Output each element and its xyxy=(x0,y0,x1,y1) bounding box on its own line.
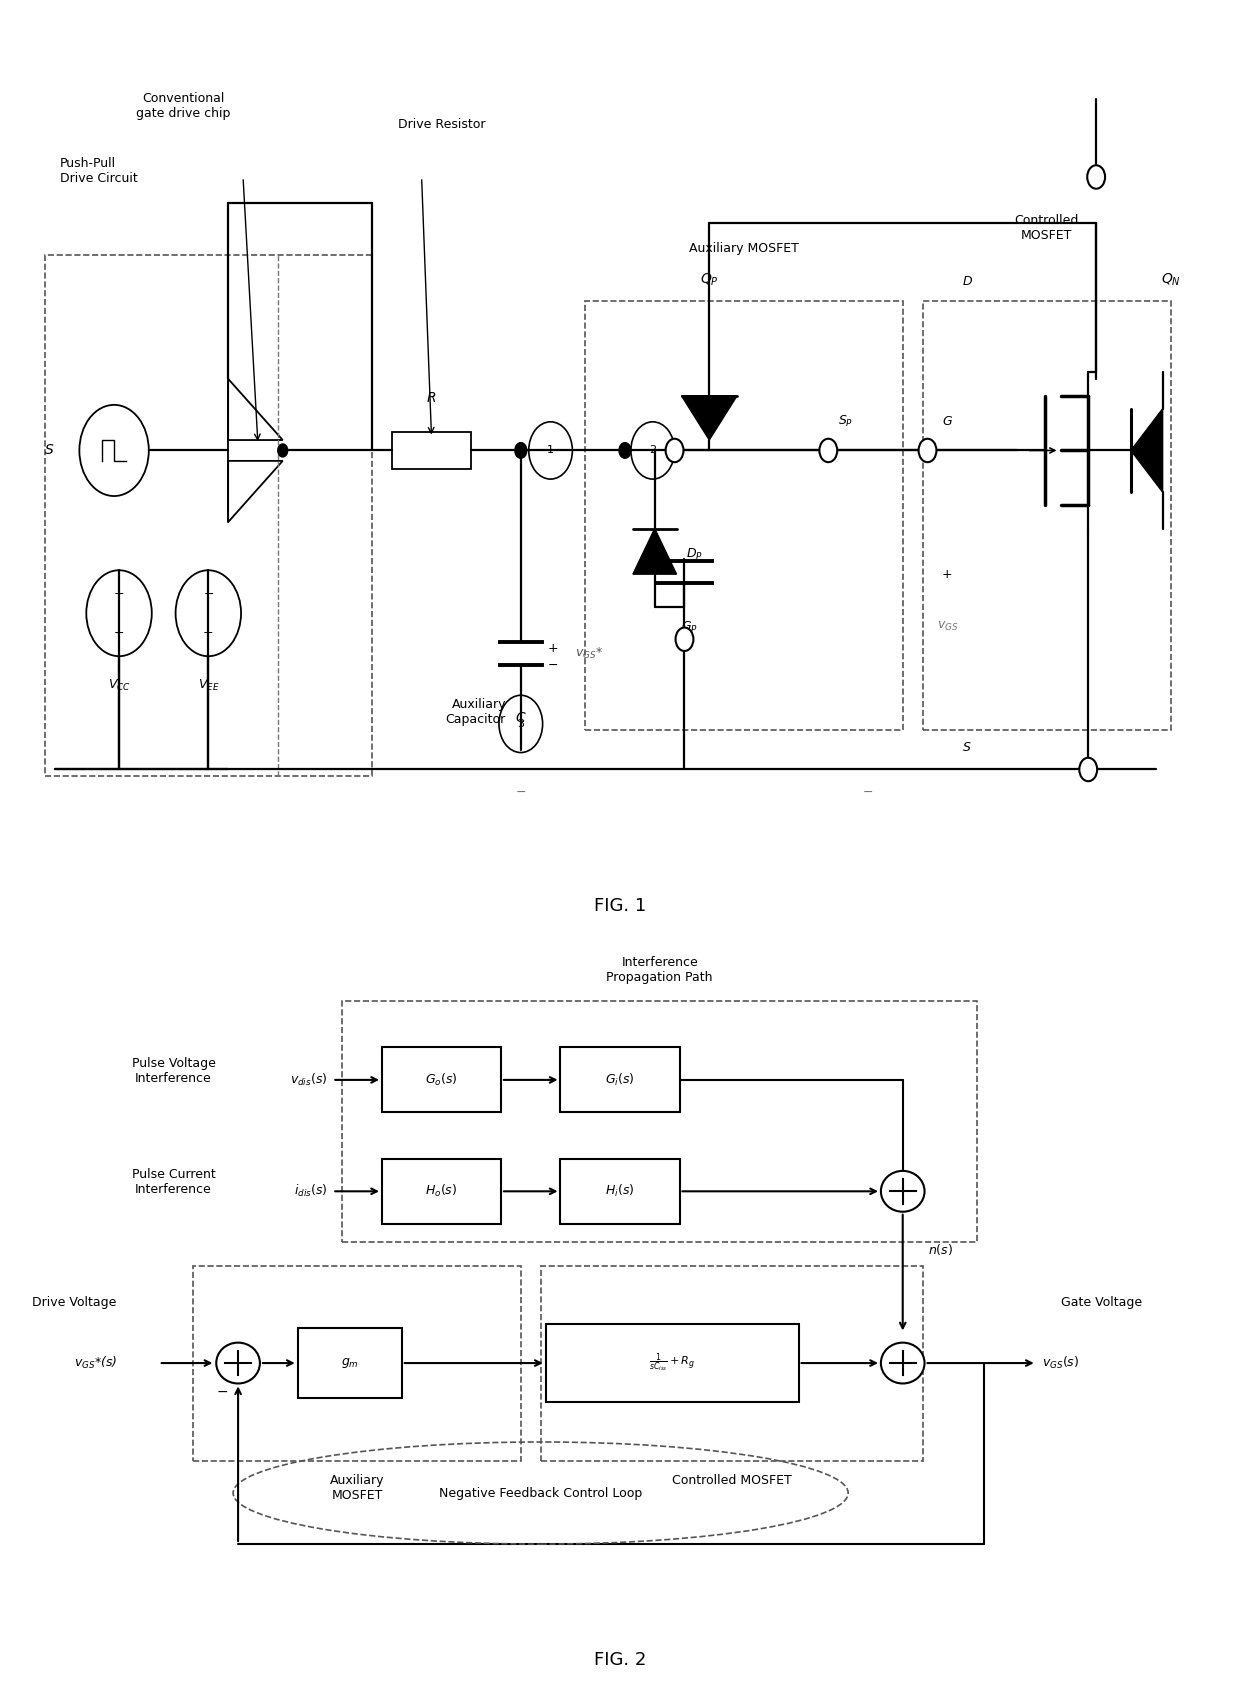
Text: Conventional
gate drive chip: Conventional gate drive chip xyxy=(136,93,231,120)
Text: +: + xyxy=(203,626,213,640)
Polygon shape xyxy=(632,528,677,574)
Polygon shape xyxy=(682,395,737,441)
Text: Auxiliary
MOSFET: Auxiliary MOSFET xyxy=(330,1475,384,1502)
Text: $v_{GS}$: $v_{GS}$ xyxy=(936,619,959,633)
Text: $G_i(s)$: $G_i(s)$ xyxy=(605,1072,635,1089)
Circle shape xyxy=(880,1342,925,1384)
Text: $v_{GS}$*(s): $v_{GS}$*(s) xyxy=(74,1355,118,1371)
Bar xyxy=(298,1328,402,1398)
Text: $G_o(s)$: $G_o(s)$ xyxy=(425,1072,458,1089)
Circle shape xyxy=(216,1342,260,1384)
Circle shape xyxy=(278,444,288,457)
Text: $v_{dis}(s)$: $v_{dis}(s)$ xyxy=(290,1072,327,1089)
Text: +: + xyxy=(942,567,952,581)
Bar xyxy=(923,300,1171,731)
Text: $v_{GS}$*: $v_{GS}$* xyxy=(575,647,604,662)
Text: 1: 1 xyxy=(547,446,554,456)
Text: $H_i(s)$: $H_i(s)$ xyxy=(605,1183,635,1200)
Circle shape xyxy=(619,442,631,457)
Text: FIG. 1: FIG. 1 xyxy=(594,898,646,915)
Text: Pulse Current
Interference: Pulse Current Interference xyxy=(131,1168,216,1197)
Text: $-$: $-$ xyxy=(216,1384,228,1398)
Circle shape xyxy=(676,628,693,652)
Text: $S$: $S$ xyxy=(962,741,972,755)
Text: Gate Voltage: Gate Voltage xyxy=(1060,1296,1142,1310)
Text: $-$: $-$ xyxy=(203,587,213,601)
Text: $S_P$: $S_P$ xyxy=(838,414,853,429)
Bar xyxy=(585,300,903,731)
Text: $D$: $D$ xyxy=(962,275,972,287)
Circle shape xyxy=(1087,165,1105,189)
Text: $H_o(s)$: $H_o(s)$ xyxy=(425,1183,458,1200)
Text: Auxiliary
Capacitor: Auxiliary Capacitor xyxy=(445,697,506,726)
Circle shape xyxy=(820,439,837,463)
Text: $v_{GS}(s)$: $v_{GS}(s)$ xyxy=(1042,1355,1079,1371)
Text: $i_{dis}(s)$: $i_{dis}(s)$ xyxy=(294,1183,327,1200)
Text: 2: 2 xyxy=(650,446,656,456)
Text: Negative Feedback Control Loop: Negative Feedback Control Loop xyxy=(439,1487,642,1499)
Text: $V_{CC}$: $V_{CC}$ xyxy=(108,679,130,694)
Bar xyxy=(342,1001,977,1242)
Text: $-$: $-$ xyxy=(547,658,558,670)
Text: $C$: $C$ xyxy=(515,711,527,724)
Circle shape xyxy=(1079,758,1097,782)
Bar xyxy=(541,1266,923,1460)
Text: $g_m$: $g_m$ xyxy=(341,1355,358,1371)
Text: $Q_N$: $Q_N$ xyxy=(1161,272,1180,287)
Text: Pulse Voltage
Interference: Pulse Voltage Interference xyxy=(131,1057,216,1085)
Text: Controlled MOSFET: Controlled MOSFET xyxy=(672,1475,791,1487)
Bar xyxy=(560,1047,680,1112)
Text: Interference
Propagation Path: Interference Propagation Path xyxy=(606,957,713,984)
Bar xyxy=(546,1323,799,1403)
Text: Drive Voltage: Drive Voltage xyxy=(32,1296,117,1310)
Text: 3: 3 xyxy=(517,719,525,729)
Bar xyxy=(560,1158,680,1224)
Text: $\frac{1}{sC_{iss}}+R_g$: $\frac{1}{sC_{iss}}+R_g$ xyxy=(649,1352,696,1374)
Text: $Q_P$: $Q_P$ xyxy=(699,272,719,287)
Bar xyxy=(382,1158,501,1224)
Text: Push-Pull
Drive Circuit: Push-Pull Drive Circuit xyxy=(60,157,138,186)
Text: $G$: $G$ xyxy=(942,415,954,429)
Text: Controlled
MOSFET: Controlled MOSFET xyxy=(1014,214,1079,241)
Text: Auxiliary MOSFET: Auxiliary MOSFET xyxy=(689,241,799,255)
Text: $-$: $-$ xyxy=(863,785,873,798)
Circle shape xyxy=(880,1171,925,1212)
Bar xyxy=(392,432,471,469)
Text: $D_P$: $D_P$ xyxy=(687,547,703,562)
Text: $G_P$: $G_P$ xyxy=(681,619,698,635)
Text: $S$: $S$ xyxy=(45,444,55,457)
Text: +: + xyxy=(547,641,558,655)
Text: $n(s)$: $n(s)$ xyxy=(928,1242,954,1258)
Text: $-$: $-$ xyxy=(114,626,124,640)
Text: +: + xyxy=(114,587,124,601)
Circle shape xyxy=(515,442,527,457)
Bar xyxy=(193,1266,521,1460)
Text: $-$: $-$ xyxy=(516,785,526,798)
Polygon shape xyxy=(1131,408,1163,493)
Bar xyxy=(45,255,372,776)
Text: $R$: $R$ xyxy=(427,392,436,405)
Circle shape xyxy=(919,439,936,463)
Text: FIG. 2: FIG. 2 xyxy=(594,1651,646,1669)
Text: $V_{EE}$: $V_{EE}$ xyxy=(197,679,219,694)
Circle shape xyxy=(666,439,683,463)
Bar xyxy=(382,1047,501,1112)
Text: Drive Resistor: Drive Resistor xyxy=(398,118,485,132)
